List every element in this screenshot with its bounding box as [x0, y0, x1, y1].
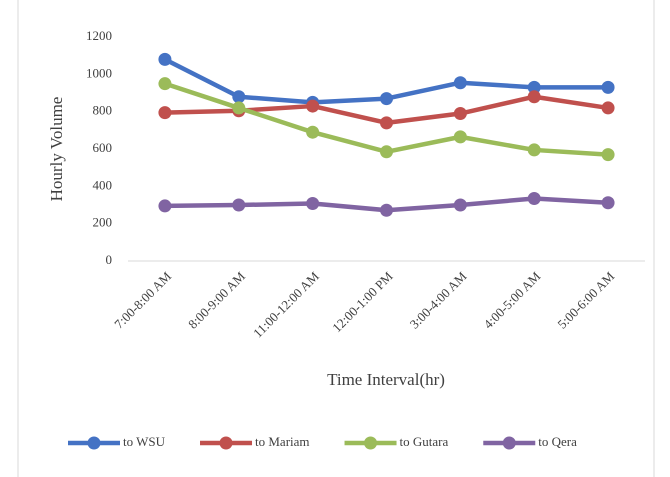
legend-label: to Gutara [400, 434, 449, 449]
data-point [158, 199, 172, 213]
y-tick-label: 1200 [86, 28, 112, 43]
y-tick-label: 200 [93, 215, 113, 230]
data-point [232, 198, 246, 212]
data-point [380, 116, 393, 130]
legend-marker [364, 436, 378, 450]
x-tick-label: 4:00-5:00 AM [480, 268, 543, 331]
data-point [232, 90, 246, 104]
data-point [306, 99, 320, 113]
data-point [158, 106, 172, 120]
data-point [158, 77, 172, 91]
data-point [527, 80, 541, 94]
x-tick-label: 12:00-1:00 PM [329, 268, 396, 335]
data-point [453, 198, 467, 212]
data-point [453, 76, 467, 90]
legend-marker [87, 436, 101, 450]
legend-label: to WSU [123, 434, 166, 449]
data-point [158, 52, 172, 66]
data-point [453, 130, 467, 144]
x-tick-label: 11:00-12:00 AM [250, 268, 322, 340]
legend-marker [502, 436, 516, 450]
data-point [601, 80, 615, 94]
y-tick-label: 800 [93, 103, 113, 118]
y-axis-title: Hourly Volume [47, 97, 66, 202]
legend-marker [219, 436, 233, 450]
legend-label: to Mariam [255, 434, 310, 449]
data-point [601, 148, 615, 162]
data-point [527, 143, 541, 157]
data-point [306, 125, 320, 139]
data-point [306, 197, 320, 211]
data-point [380, 145, 393, 159]
data-point [601, 196, 615, 210]
x-axis-title: Time Interval(hr) [327, 370, 445, 389]
x-tick-label: 5:00-6:00 AM [554, 268, 617, 331]
y-tick-label: 0 [106, 252, 113, 267]
x-tick-label: 3:00-4:00 AM [407, 268, 470, 331]
data-point [601, 101, 615, 115]
data-point [527, 90, 541, 104]
y-tick-label: 1000 [86, 65, 112, 80]
data-point [380, 203, 393, 217]
x-tick-label: 7:00-8:00 AM [111, 268, 174, 331]
y-tick-label: 400 [93, 177, 113, 192]
data-point [527, 191, 541, 205]
data-point [380, 92, 393, 106]
legend-label: to Qera [538, 434, 577, 449]
chart-frame [17, 0, 655, 477]
data-point [453, 107, 467, 121]
x-tick-label: 8:00-9:00 AM [185, 268, 248, 331]
y-tick-label: 600 [93, 140, 113, 155]
data-point [232, 101, 246, 115]
